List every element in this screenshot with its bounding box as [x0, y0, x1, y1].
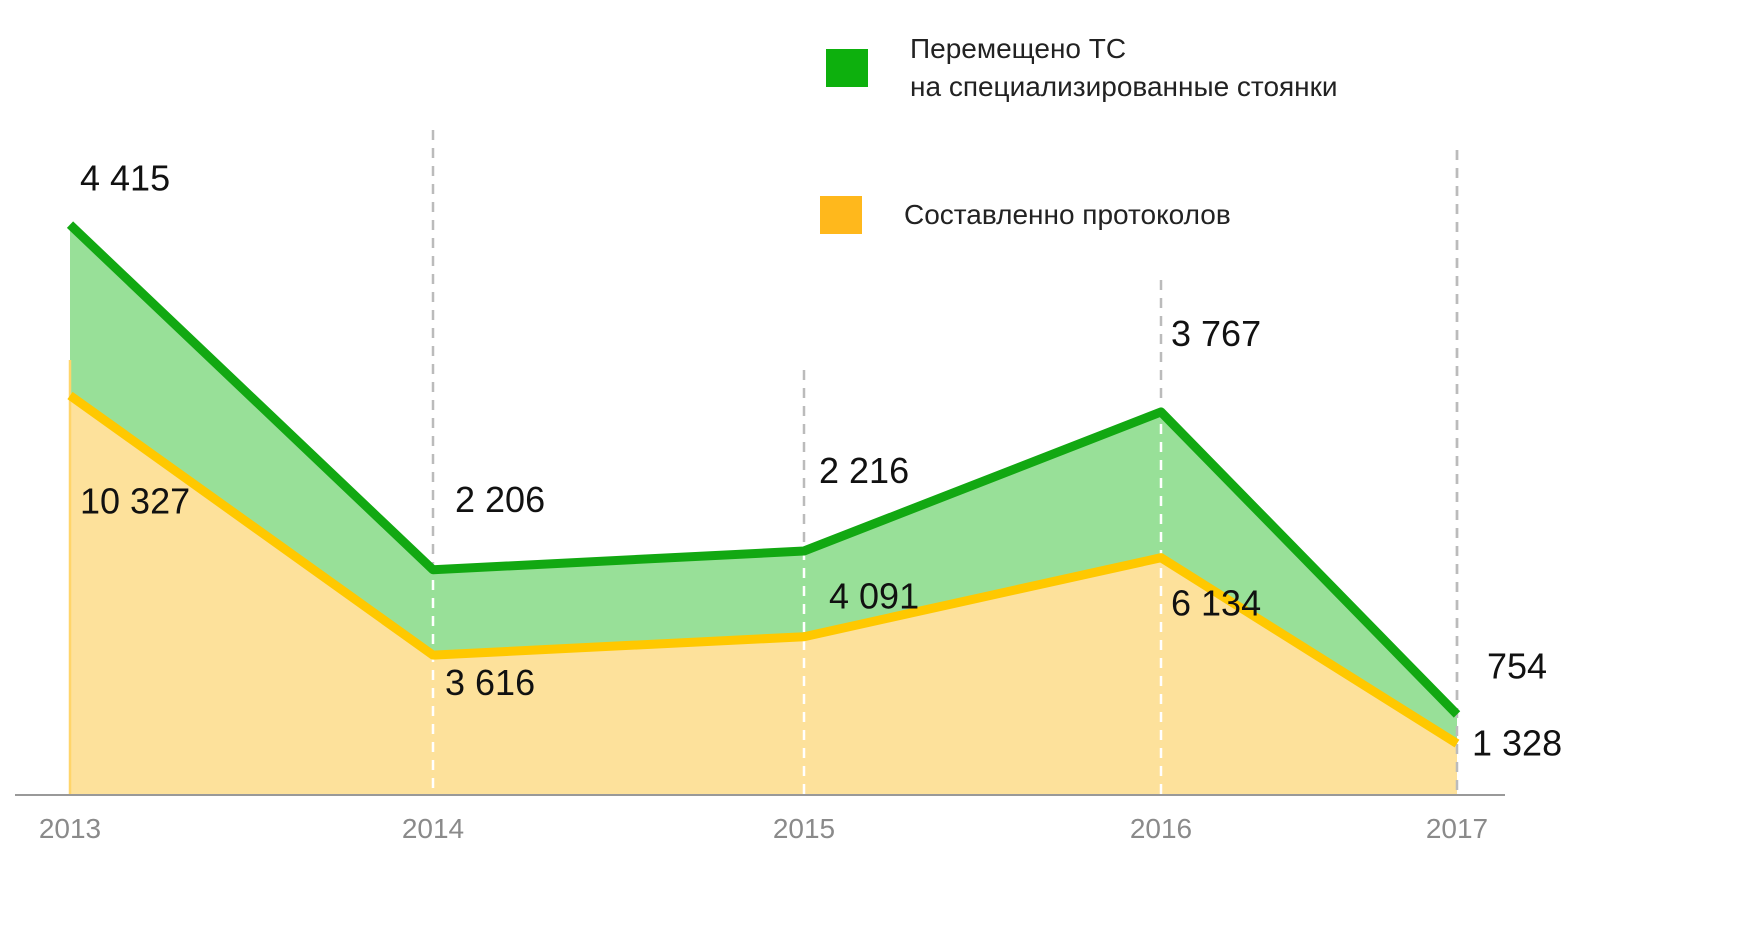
series-line — [66, 221, 1461, 718]
legend-swatch — [820, 196, 862, 234]
value-label: 2 216 — [819, 450, 909, 491]
value-label: 4 415 — [80, 158, 170, 199]
value-label: 6 134 — [1171, 583, 1261, 624]
x-tick-label: 2014 — [402, 813, 464, 844]
legend-item: Перемещено ТС на специализированные стоя… — [826, 30, 1338, 106]
x-tick-label: 2013 — [39, 813, 101, 844]
value-label: 3 616 — [445, 662, 535, 703]
legend-label: Перемещено ТС на специализированные стоя… — [910, 33, 1338, 102]
series-line — [67, 391, 1460, 748]
x-tick-label: 2015 — [773, 813, 835, 844]
x-tick-label: 2017 — [1426, 813, 1488, 844]
area-fill — [70, 224, 1457, 744]
legend-label: Составленно протоколов — [904, 199, 1231, 230]
value-label: 2 206 — [455, 479, 545, 520]
area-fill — [70, 395, 1457, 795]
x-tick-label: 2016 — [1130, 813, 1192, 844]
legend-item: Составленно протоколов — [820, 196, 1231, 234]
value-label: 754 — [1487, 645, 1547, 686]
value-label: 4 091 — [829, 576, 919, 617]
value-label: 10 327 — [80, 480, 190, 521]
legend-swatch — [826, 49, 868, 87]
value-label: 1 328 — [1472, 723, 1562, 764]
value-label: 3 767 — [1171, 313, 1261, 354]
